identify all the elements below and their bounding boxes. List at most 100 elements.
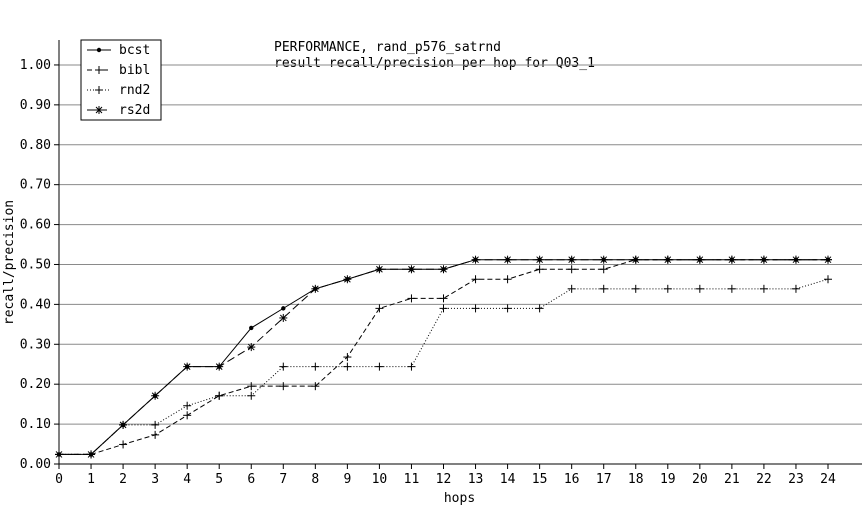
- data-point: [279, 382, 288, 391]
- data-point: [407, 362, 416, 371]
- x-tick-label: 1: [87, 472, 95, 487]
- legend: bcst bibl rnd2 rs2d: [80, 39, 162, 121]
- data-point: [631, 255, 640, 264]
- x-tick-label: 4: [183, 472, 191, 487]
- x-tick-label: 9: [343, 472, 351, 487]
- data-point: [471, 275, 480, 284]
- data-point: [96, 47, 102, 53]
- x-tick-label: 0: [55, 472, 63, 487]
- data-point: [471, 304, 480, 313]
- data-point: [311, 362, 320, 371]
- data-point: [599, 265, 608, 274]
- data-point: [824, 275, 832, 284]
- data-point: [249, 325, 254, 331]
- x-tick-label: 23: [788, 472, 804, 487]
- data-point: [695, 284, 704, 293]
- data-point: [247, 382, 256, 391]
- data-point: [567, 255, 576, 264]
- y-tick-label: 0.40: [20, 297, 51, 312]
- data-point: [663, 255, 672, 264]
- legend-entry: rs2d: [87, 103, 150, 118]
- data-point: [759, 284, 768, 293]
- data-point: [343, 362, 352, 371]
- y-tick-label: 0.80: [20, 138, 51, 153]
- y-tick-label: 1.00: [20, 58, 51, 73]
- data-point: [311, 382, 320, 391]
- data-point: [151, 391, 160, 400]
- data-point: [439, 265, 448, 274]
- legend-label: bibl: [119, 63, 150, 78]
- data-point: [535, 304, 544, 313]
- x-tick-label: 10: [372, 472, 388, 487]
- x-tick-label: 12: [436, 472, 452, 487]
- data-point: [503, 275, 512, 284]
- data-point: [215, 391, 224, 400]
- data-point: [247, 343, 256, 352]
- x-tick-label: 19: [660, 472, 676, 487]
- data-point: [151, 430, 160, 439]
- x-tick-label: 20: [692, 472, 708, 487]
- data-point: [247, 391, 256, 400]
- series-rs2d: [55, 255, 832, 459]
- series-lines: [55, 255, 832, 459]
- legend-entry: bibl: [87, 63, 150, 78]
- legend-box: [80, 39, 162, 121]
- data-point: [535, 255, 544, 264]
- legend-label: rs2d: [119, 103, 150, 118]
- data-point: [343, 275, 352, 284]
- y-tick-label: 0.60: [20, 218, 51, 233]
- x-tick-label: 16: [564, 472, 580, 487]
- data-point: [791, 255, 800, 264]
- data-point: [439, 294, 448, 303]
- data-point: [183, 362, 192, 371]
- data-point: [663, 284, 672, 293]
- x-axis-label: hops: [444, 491, 475, 506]
- data-point: [119, 420, 128, 429]
- data-point: [567, 284, 576, 293]
- data-point: [599, 255, 608, 264]
- y-tick-label: 0.30: [20, 337, 51, 352]
- data-point: [311, 284, 320, 293]
- x-tick-label: 17: [596, 472, 612, 487]
- data-point: [599, 284, 608, 293]
- y-tick-label: 0.20: [20, 377, 51, 392]
- data-point: [727, 255, 736, 264]
- data-point: [375, 265, 384, 274]
- chart-title: PERFORMANCE, rand_p576_satrnd: [274, 40, 501, 55]
- series-bcst: [56, 257, 831, 457]
- legend-entry: rnd2: [87, 83, 150, 98]
- data-point: [503, 304, 512, 313]
- data-point: [375, 304, 384, 313]
- legend-label: bcst: [119, 43, 150, 58]
- legend-label: rnd2: [119, 83, 150, 98]
- y-tick-label: 0.00: [20, 457, 51, 472]
- data-point: [503, 255, 512, 264]
- y-tick-label: 0.70: [20, 178, 51, 193]
- data-point: [55, 450, 63, 459]
- data-point: [95, 106, 103, 114]
- y-tick-label: 0.90: [20, 98, 51, 113]
- x-tick-label: 15: [532, 472, 548, 487]
- data-point: [119, 440, 128, 449]
- series-bibl: [55, 255, 832, 459]
- x-tick-label: 5: [215, 472, 223, 487]
- data-point: [279, 313, 288, 322]
- data-point: [95, 86, 103, 94]
- series-rnd2: [55, 275, 832, 459]
- data-point: [183, 401, 192, 410]
- data-point: [407, 265, 416, 274]
- x-tick-label: 22: [756, 472, 772, 487]
- data-point: [279, 362, 288, 371]
- axes: 0.00 0.10 0.20 0.30 0.40 0.50 0.60 0.70 0.80 0.90…: [20, 40, 862, 487]
- y-tick-label: 0.50: [20, 257, 51, 272]
- x-tick-label: 3: [151, 472, 159, 487]
- data-point: [87, 450, 96, 459]
- chart-subtitle: result recall/precision per hop for Q03_…: [274, 56, 595, 71]
- x-tick-label: 18: [628, 472, 644, 487]
- data-point: [215, 362, 224, 371]
- x-tick-label: 13: [468, 472, 484, 487]
- data-point: [183, 411, 192, 420]
- data-point: [791, 284, 800, 293]
- data-point: [567, 265, 576, 274]
